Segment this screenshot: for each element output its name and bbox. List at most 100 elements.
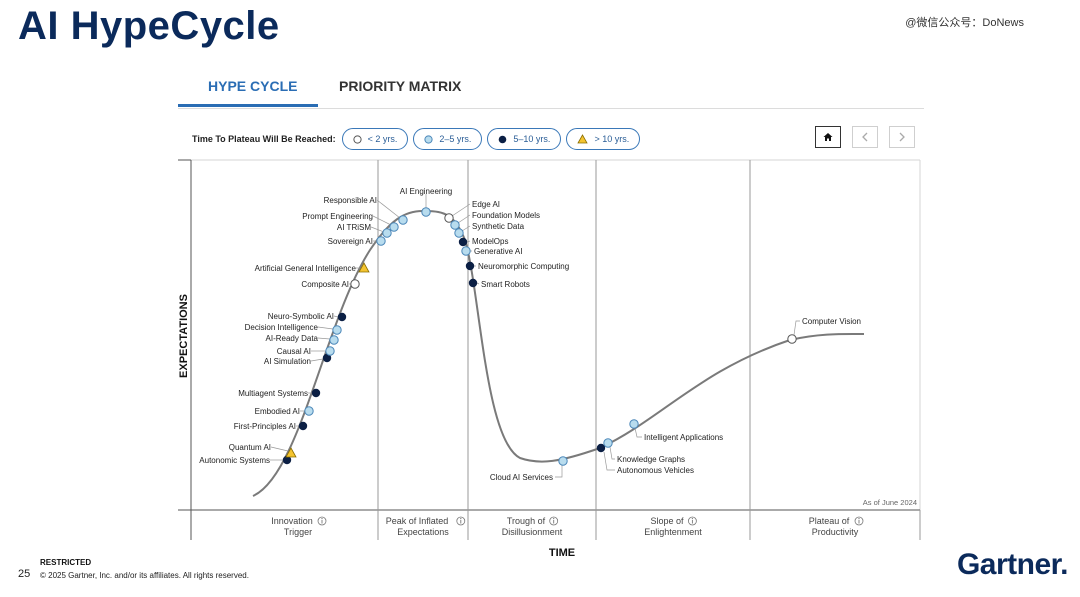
- label-autonomic-systems[interactable]: Autonomic Systems: [199, 456, 270, 465]
- phase-label: Enlightenment: [644, 527, 702, 537]
- marker-neuromorphic-computing[interactable]: [465, 261, 475, 271]
- label-knowledge-graphs[interactable]: Knowledge Graphs: [617, 455, 685, 464]
- info-icon[interactable]: [854, 516, 864, 526]
- marker-synthetic-data[interactable]: [454, 228, 464, 238]
- legend-filter-5to10[interactable]: 5–10 yrs.: [487, 128, 562, 150]
- marker-prompt-engineering[interactable]: [389, 222, 399, 232]
- active-tab-underline: [178, 104, 318, 107]
- legend-item-label: 2–5 yrs.: [439, 134, 472, 144]
- label-generative-ai[interactable]: Generative AI: [474, 247, 522, 256]
- marker-generative-ai[interactable]: [461, 246, 471, 256]
- restricted-label: RESTRICTED: [40, 558, 92, 567]
- label-causal-ai[interactable]: Causal AI: [277, 347, 311, 356]
- label-synthetic-data[interactable]: Synthetic Data: [472, 222, 525, 231]
- marker-neuro-symbolic-ai[interactable]: [337, 312, 347, 322]
- label-autonomous-vehicles[interactable]: Autonomous Vehicles: [617, 466, 694, 475]
- leader-line: [317, 337, 331, 340]
- phase-label: Peak of Inflated: [386, 516, 449, 526]
- label-sovereign-ai[interactable]: Sovereign AI: [328, 237, 373, 246]
- marker-ai-simulation[interactable]: [322, 353, 332, 363]
- label-quantum-ai[interactable]: Quantum AI: [229, 443, 271, 452]
- legend-label: Time To Plateau Will Be Reached:: [192, 134, 336, 144]
- label-artificial-general-intelligence[interactable]: Artificial General Intelligence: [255, 264, 357, 273]
- label-ai-trism[interactable]: AI TRiSM: [337, 223, 371, 232]
- label-first-principles-ai[interactable]: First-Principles AI: [234, 422, 296, 431]
- home-icon: [823, 133, 833, 141]
- label-ai-engineering[interactable]: AI Engineering: [400, 187, 452, 196]
- leader-line: [270, 446, 289, 452]
- info-icon[interactable]: [688, 516, 697, 526]
- marker-ai-engineering[interactable]: [421, 207, 431, 217]
- label-responsible-ai[interactable]: Responsible AI: [324, 196, 377, 205]
- marker-cloud-ai-services[interactable]: [558, 456, 568, 466]
- label-composite-ai[interactable]: Composite AI: [301, 280, 349, 289]
- marker-decision-intelligence[interactable]: [332, 325, 342, 335]
- leader-line: [466, 240, 471, 243]
- label-modelops[interactable]: ModelOps: [472, 237, 508, 246]
- label-edge-ai[interactable]: Edge AI: [472, 200, 500, 209]
- info-icon[interactable]: [456, 516, 466, 526]
- legend-item-label: > 10 yrs.: [594, 134, 630, 144]
- marker-responsible-ai[interactable]: [398, 215, 408, 225]
- marker-knowledge-graphs[interactable]: [603, 438, 613, 448]
- label-decision-intelligence[interactable]: Decision Intelligence: [245, 323, 319, 332]
- label-ai-ready-data[interactable]: AI-Ready Data: [266, 334, 319, 343]
- tab-hype-cycle[interactable]: HYPE CYCLE: [208, 78, 298, 94]
- marker-smart-robots[interactable]: [468, 278, 478, 288]
- marker-intelligent-applications[interactable]: [629, 419, 639, 429]
- legend-filter-gt10[interactable]: > 10 yrs.: [566, 128, 641, 150]
- phase-label: Innovation: [271, 516, 313, 526]
- marker-autonomic-systems[interactable]: [282, 455, 292, 465]
- label-embodied-ai[interactable]: Embodied AI: [255, 407, 300, 416]
- label-neuro-symbolic-ai[interactable]: Neuro-Symbolic AI: [268, 312, 334, 321]
- leader-line: [555, 465, 563, 478]
- marker-modelops[interactable]: [458, 237, 468, 247]
- phase-label: Slope of: [650, 516, 684, 526]
- marker-sovereign-ai[interactable]: [376, 236, 386, 246]
- label-neuromorphic-computing[interactable]: Neuromorphic Computing: [478, 262, 569, 271]
- phase-label: Productivity: [812, 527, 859, 537]
- marker-autonomous-vehicles[interactable]: [596, 443, 606, 453]
- info-icon[interactable]: [317, 516, 327, 526]
- label-ai-simulation[interactable]: AI Simulation: [264, 357, 311, 366]
- copyright: © 2025 Gartner, Inc. and/or its affiliat…: [40, 571, 249, 580]
- label-intelligent-applications[interactable]: Intelligent Applications: [644, 433, 723, 442]
- label-smart-robots[interactable]: Smart Robots: [481, 280, 530, 289]
- label-computer-vision[interactable]: Computer Vision: [802, 317, 861, 326]
- leader-line: [461, 225, 471, 232]
- prev-button[interactable]: [852, 126, 878, 148]
- tab-priority-matrix[interactable]: PRIORITY MATRIX: [339, 78, 462, 94]
- legend-filter-2to5[interactable]: 2–5 yrs.: [413, 128, 483, 150]
- label-foundation-models[interactable]: Foundation Models: [472, 211, 540, 220]
- marker-embodied-ai[interactable]: [304, 406, 314, 416]
- leader-line: [310, 358, 324, 362]
- leader-line: [793, 320, 800, 336]
- label-prompt-engineering[interactable]: Prompt Engineering: [302, 212, 373, 221]
- label-cloud-ai-services[interactable]: Cloud AI Services: [490, 473, 553, 482]
- info-icon[interactable]: [549, 516, 559, 526]
- marker-multiagent-systems[interactable]: [311, 388, 321, 398]
- marker-edge-ai[interactable]: [444, 213, 454, 223]
- marker-quantum-ai[interactable]: [285, 447, 297, 458]
- marker-first-principles-ai[interactable]: [298, 421, 308, 431]
- marker-ai-trism[interactable]: [382, 228, 392, 238]
- marker-ai-ready-data[interactable]: [329, 335, 339, 345]
- marker-composite-ai[interactable]: [350, 279, 360, 289]
- leader-line: [476, 282, 480, 285]
- phase-label: Expectations: [397, 527, 449, 537]
- light-blue-circle-icon: [424, 134, 433, 144]
- legend-filter-lt2[interactable]: < 2 yrs.: [341, 128, 409, 150]
- marker-computer-vision[interactable]: [787, 334, 797, 344]
- next-button[interactable]: [889, 126, 915, 148]
- leader-line: [333, 315, 339, 318]
- home-button[interactable]: [815, 126, 841, 148]
- marker-causal-ai[interactable]: [325, 346, 335, 356]
- as-of-date: As of June 2024: [863, 498, 917, 507]
- label-multiagent-systems[interactable]: Multiagent Systems: [238, 389, 308, 398]
- leader-line: [609, 446, 615, 460]
- y-axis-label: EXPECTATIONS: [178, 294, 190, 378]
- marker-artificial-general-intelligence[interactable]: [358, 262, 370, 273]
- x-axis-label: TIME: [549, 547, 575, 559]
- marker-foundation-models[interactable]: [450, 220, 460, 230]
